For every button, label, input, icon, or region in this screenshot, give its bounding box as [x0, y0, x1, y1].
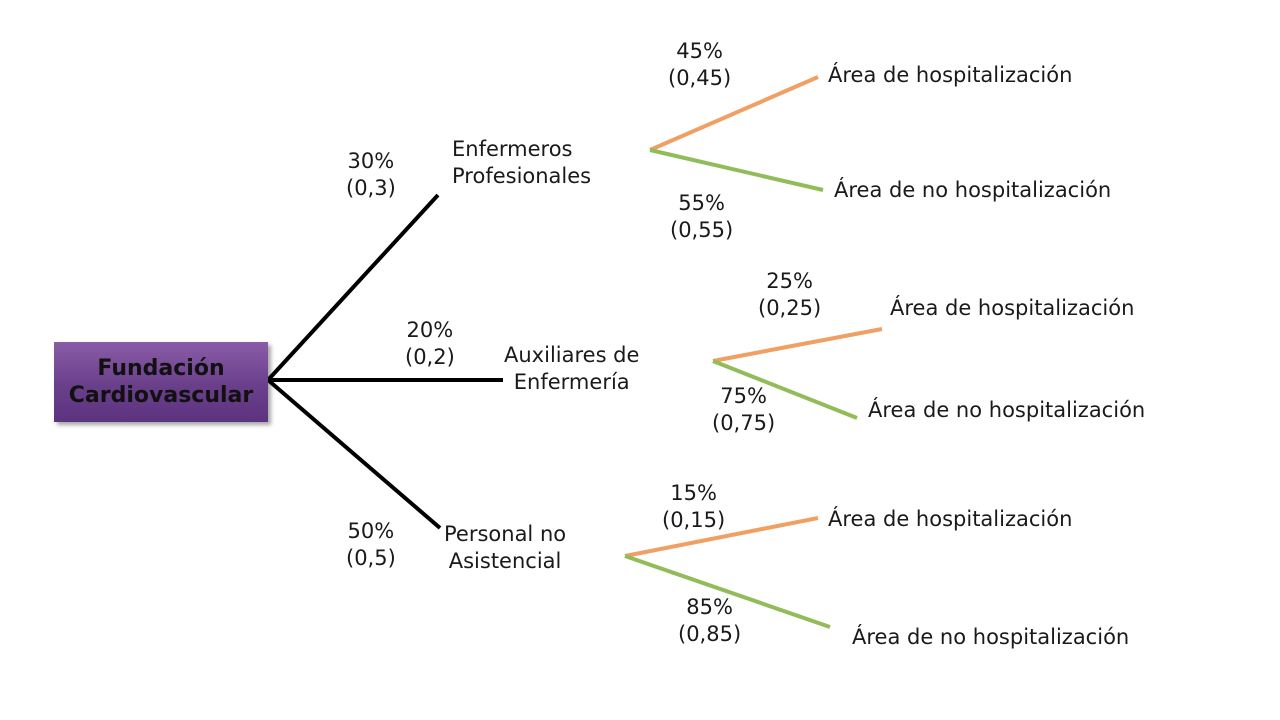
branch-prob-enfermeros: 30% (0,3)	[346, 148, 396, 202]
branch-name-line1: Enfermeros	[452, 137, 573, 161]
branch-dec: (0,3)	[346, 176, 396, 200]
branch-name-line2: Profesionales	[452, 164, 592, 188]
leaf-prob-personal-hosp: 15% (0,15)	[662, 480, 725, 534]
branch-pct: 20%	[406, 318, 454, 342]
root-label-line1: Fundación	[97, 356, 225, 381]
leaf-prob-personal-nohosp: 85% (0,85)	[678, 594, 741, 648]
leaf-prob-enfermeros-nohosp: 55% (0,55)	[670, 190, 733, 244]
leaf-dec: (0,75)	[712, 411, 776, 435]
branch-pct: 30%	[347, 149, 395, 173]
branch-node-auxiliares: Auxiliares de Enfermería	[504, 342, 639, 396]
leaf-dec: (0,15)	[662, 508, 726, 532]
leaf-node-enfermeros-hosp: Área de hospitalización	[828, 63, 1073, 87]
branch-prob-personal: 50% (0,5)	[346, 518, 396, 572]
branch-name-line2: Asistencial	[448, 549, 562, 573]
leaf-prob-enfermeros-hosp: 45% (0,45)	[668, 38, 731, 92]
branch-line-enfermeros	[266, 193, 440, 382]
leaf-pct: 75%	[720, 384, 767, 408]
root-label-line2: Cardiovascular	[68, 383, 254, 408]
branch-dec: (0,2)	[405, 345, 455, 369]
root-node: Fundación Cardiovascular	[54, 342, 268, 422]
branch-name-line1: Personal no	[444, 522, 567, 546]
leaf-node-auxiliares-nohosp: Área de no hospitalización	[868, 398, 1146, 422]
branch-dec: (0,5)	[346, 546, 396, 570]
branch-name-line2: Enfermería	[513, 370, 630, 394]
leaf-pct: 45%	[676, 39, 723, 63]
leaf-dec: (0,45)	[668, 66, 732, 90]
leaf-prob-auxiliares-nohosp: 75% (0,75)	[712, 383, 775, 437]
branch-node-enfermeros: Enfermeros Profesionales	[452, 136, 591, 190]
branch-line-personal	[266, 378, 442, 530]
leaf-line-enfermeros-nohosp	[649, 148, 824, 192]
leaf-dec: (0,85)	[678, 622, 742, 646]
leaf-node-personal-nohosp: Área de no hospitalización	[852, 625, 1130, 649]
leaf-line-personal-hosp	[624, 516, 819, 558]
leaf-pct: 85%	[686, 595, 733, 619]
leaf-prob-auxiliares-hosp: 25% (0,25)	[758, 268, 821, 322]
branch-name-line1: Auxiliares de	[504, 343, 640, 367]
leaf-dec: (0,25)	[758, 296, 822, 320]
leaf-line-personal-nohosp	[624, 554, 831, 629]
leaf-dec: (0,55)	[670, 218, 734, 242]
leaf-node-personal-hosp: Área de hospitalización	[828, 507, 1073, 531]
leaf-line-enfermeros-hosp	[649, 75, 819, 152]
leaf-pct: 55%	[678, 191, 725, 215]
leaf-node-auxiliares-hosp: Área de hospitalización	[890, 296, 1135, 320]
leaf-line-auxiliares-hosp	[712, 327, 883, 363]
leaf-line-auxiliares-nohosp	[712, 359, 858, 420]
leaf-pct: 15%	[670, 481, 717, 505]
leaf-pct: 25%	[766, 269, 813, 293]
branch-node-personal: Personal no Asistencial	[444, 521, 566, 575]
leaf-node-enfermeros-nohosp: Área de no hospitalización	[834, 178, 1112, 202]
branch-pct: 50%	[347, 519, 395, 543]
branch-prob-auxiliares: 20% (0,2)	[405, 317, 455, 371]
